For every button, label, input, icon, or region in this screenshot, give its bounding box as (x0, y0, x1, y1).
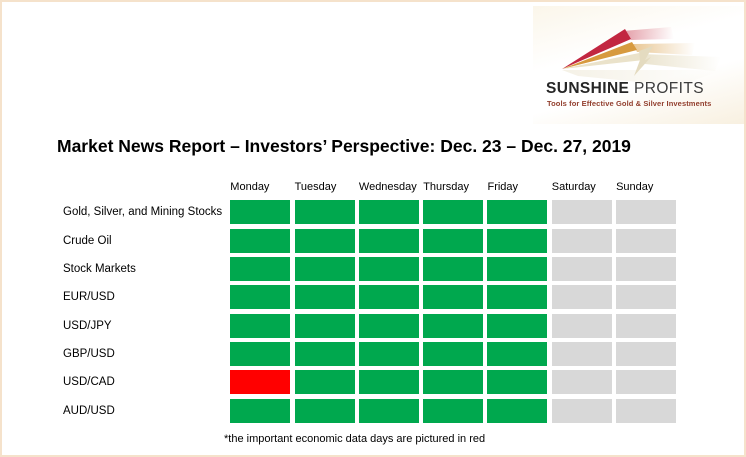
calendar-cell (551, 342, 612, 367)
calendar-cell (230, 257, 291, 282)
calendar-cell (487, 370, 548, 395)
row-label: USD/JPY (63, 319, 112, 332)
calendar-cell (294, 370, 355, 395)
calendar-cell (423, 257, 484, 282)
calendar-cell (294, 398, 355, 423)
calendar-cell (294, 285, 355, 310)
row-label: Crude Oil (63, 234, 112, 247)
calendar-cell (358, 313, 419, 338)
calendar-cell (358, 257, 419, 282)
day-header-thursday: Thursday (423, 181, 470, 193)
calendar-cell (616, 285, 677, 310)
calendar-cell (551, 228, 612, 253)
calendar-cell (487, 398, 548, 423)
row-label: USD/CAD (63, 376, 115, 389)
calendar-cell (616, 200, 677, 225)
day-header-friday: Friday (487, 181, 519, 193)
row-label: Gold, Silver, and Mining Stocks (63, 206, 223, 219)
logo-brand-secondary: PROFITS (634, 80, 704, 97)
calendar-cell (294, 200, 355, 225)
calendar-cell (294, 228, 355, 253)
calendar-cell (616, 370, 677, 395)
calendar-cell (487, 228, 548, 253)
calendar-cell (551, 370, 612, 395)
calendar-cell (358, 228, 419, 253)
logo-arrows-icon (562, 27, 723, 86)
logo-brand-primary: SUNSHINE (546, 80, 630, 97)
calendar-cell (551, 398, 612, 423)
report-title: Market News Report – Investors’ Perspect… (57, 136, 631, 156)
calendar-cell (230, 200, 291, 225)
day-header-sunday: Sunday (616, 181, 654, 193)
row-label: AUD/USD (63, 404, 115, 417)
calendar-cell (423, 228, 484, 253)
calendar-grid: Monday Tuesday Wednesday Thursday Friday Satu… (63, 173, 677, 423)
calendar-cell (616, 313, 677, 338)
calendar-cell (551, 257, 612, 282)
calendar-cell (616, 342, 677, 367)
calendar-cell (230, 285, 291, 310)
calendar-cell (358, 342, 419, 367)
calendar-cell (423, 200, 484, 225)
calendar-cell (294, 257, 355, 282)
logo-brand-name: SUNSHINE PROFITS (546, 80, 704, 98)
calendar-cell (230, 398, 291, 423)
day-header-saturday: Saturday (551, 181, 596, 193)
calendar-cell (358, 370, 419, 395)
sunshine-profits-logo: SUNSHINE PROFITS Tools for Effective Gol… (533, 6, 744, 124)
calendar-cell (230, 228, 291, 253)
calendar-cell (487, 313, 548, 338)
calendar-cell (423, 370, 484, 395)
calendar-cell (358, 200, 419, 225)
calendar-cell (487, 285, 548, 310)
calendar-cell (294, 342, 355, 367)
day-header-monday: Monday (230, 181, 270, 193)
calendar-cell (551, 285, 612, 310)
calendar-cell (230, 342, 291, 367)
calendar-cell (423, 342, 484, 367)
calendar-cell (616, 257, 677, 282)
logo-tagline: Tools for Effective Gold & Silver Invest… (547, 99, 712, 108)
calendar-cell (294, 313, 355, 338)
calendar-cell (487, 257, 548, 282)
calendar-cell (358, 398, 419, 423)
calendar-cell (423, 398, 484, 423)
calendar-cell (616, 228, 677, 253)
calendar-cell (487, 342, 548, 367)
footnote: *the important economic data days are pi… (224, 433, 486, 445)
calendar-cell (551, 200, 612, 225)
row-label: GBP/USD (63, 348, 115, 361)
calendar-cell (423, 285, 484, 310)
calendar-cell (487, 200, 548, 225)
calendar-cell (551, 313, 612, 338)
calendar-cell (230, 370, 291, 395)
row-label: EUR/USD (63, 291, 115, 304)
calendar-cell (616, 398, 677, 423)
day-header-tuesday: Tuesday (294, 181, 337, 193)
calendar-cell (423, 313, 484, 338)
calendar-cell (230, 313, 291, 338)
grid-corner (63, 173, 226, 196)
row-label: Stock Markets (63, 263, 136, 276)
calendar-cell (358, 285, 419, 310)
day-header-wednesday: Wednesday (358, 181, 417, 193)
